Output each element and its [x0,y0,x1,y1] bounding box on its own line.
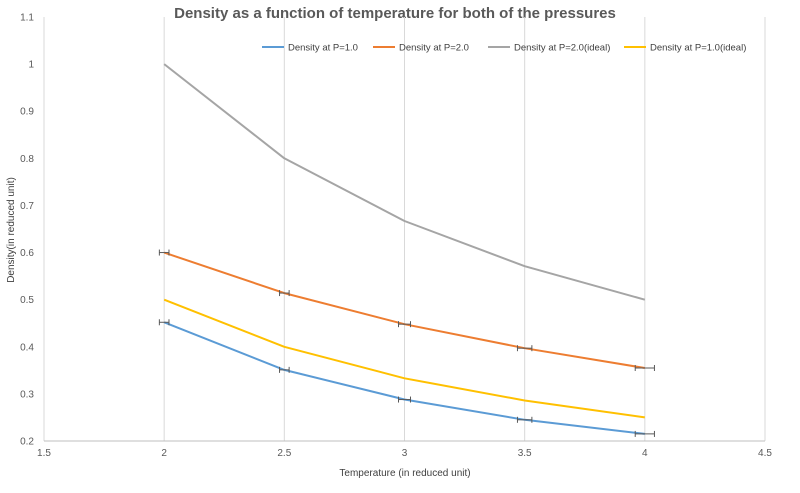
x-tick-label: 4 [642,448,648,459]
legend-item-1: Density at P=1.0 [262,43,358,54]
legend-item-2: Density at P=2.0 [373,43,469,54]
x-tick-label: 3 [402,448,408,459]
y-tick-label: 0.9 [20,107,34,118]
error-bar [634,430,655,437]
y-tick-label: 0.4 [20,342,34,353]
error-bar [158,249,170,256]
series-line-3 [163,63,646,301]
y-tick-label: 0.3 [20,389,34,400]
legend-label: Density at P=1.0(ideal) [650,43,746,54]
gridlines [43,17,766,441]
error-bar [516,345,533,352]
series-lines [158,63,655,437]
error-bar [634,364,655,371]
legend-item-4: Density at P=1.0(ideal) [624,43,746,54]
x-axis-label: Temperature (in reduced unit) [339,468,470,479]
legend-label: Density at P=1.0 [288,43,358,54]
x-tick-label: 1.5 [37,448,51,459]
error-bar [397,396,412,403]
legend-label: Density at P=2.0 [399,43,469,54]
legend-item-3: Density at P=2.0(ideal) [488,43,610,54]
x-tick-label: 2 [161,448,167,459]
y-tick-label: 0.2 [20,437,34,448]
error-bar [279,366,290,373]
y-tick-label: 0.5 [20,295,34,306]
series-line-4 [163,298,645,419]
legend-label: Density at P=2.0(ideal) [514,43,610,54]
y-tick-label: 0.6 [20,248,34,259]
y-tick-label: 1 [28,60,34,71]
x-tick-label: 4.5 [758,448,772,459]
x-tick-label: 2.5 [277,448,291,459]
x-tick-label: 3.5 [518,448,532,459]
y-tick-label: 0.7 [20,201,34,212]
error-bar [516,416,533,423]
error-bar [158,319,170,326]
axes: 1.5 2 2.5 3 3.5 4 4.5 0.2 0.3 0.4 0.5 0.6 0.7 0.8 0.9 1… [20,13,772,460]
legend: Density at P=1.0 Density at P=2.0 Density … [262,43,746,54]
y-tick-label: 0.8 [20,154,34,165]
error-bar [397,321,412,328]
chart-title: Density as a function of temperature for… [174,5,616,22]
error-bar [279,290,290,297]
y-axis-label: Density(in reduced unit) [6,177,17,283]
y-tick-label: 1.1 [20,13,34,24]
